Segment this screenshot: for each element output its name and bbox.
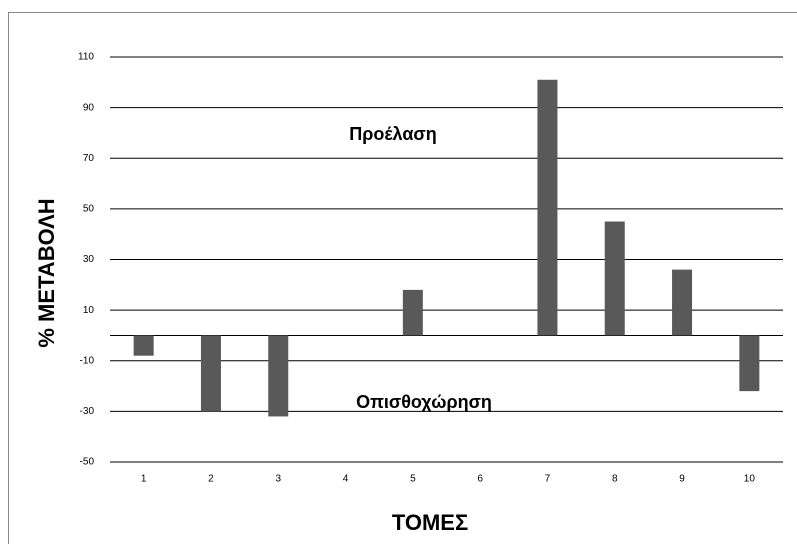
bar (268, 335, 289, 417)
bar (402, 289, 423, 336)
bar (537, 79, 558, 336)
x-tick-label: 10 (744, 474, 756, 485)
x-axis-label: ΤΟΜΕΣ (392, 510, 468, 535)
y-tick-label: 70 (83, 153, 95, 164)
x-tick-label: 3 (275, 474, 281, 485)
x-tick-label: 9 (679, 474, 685, 485)
x-tick-label: 6 (477, 474, 483, 485)
bar (200, 335, 221, 412)
bar (133, 335, 154, 356)
chart-frame (8, 12, 797, 544)
y-tick-label: 90 (83, 102, 95, 113)
bar (672, 269, 693, 336)
y-tick-label: 10 (83, 305, 95, 316)
x-tick-label: 5 (410, 474, 416, 485)
y-axis-label: % ΜΕΤΑΒΟΛΗ (34, 198, 59, 347)
y-tick-label: -10 (80, 355, 95, 366)
y-tick-label: -50 (80, 457, 95, 468)
y-tick-label: 110 (78, 52, 94, 63)
y-tick-label: 30 (83, 254, 95, 265)
x-tick-label: 1 (141, 474, 147, 485)
x-tick-label: 4 (343, 474, 349, 485)
annotation: Οπισθοχώρηση (356, 392, 492, 412)
bar (604, 221, 625, 336)
x-tick-label: 8 (612, 474, 618, 485)
x-tick-label: 7 (545, 474, 551, 485)
y-tick-label: 50 (83, 204, 95, 215)
x-tick-label: 2 (208, 474, 214, 485)
annotation: Προέλαση (349, 124, 436, 144)
y-tick-label: -30 (80, 406, 95, 417)
bar (739, 335, 760, 392)
